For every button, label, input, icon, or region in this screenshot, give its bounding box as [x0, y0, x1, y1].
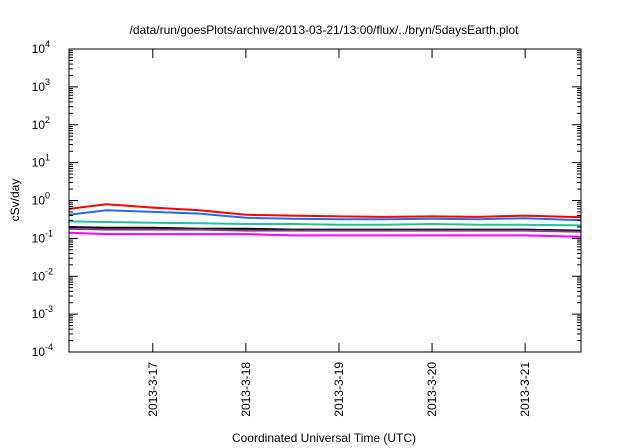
y-tick-label: 10: [32, 194, 46, 208]
y-tick-label: 10: [32, 307, 46, 321]
x-axis: 2013-3-17 2013-3-18 2013-3-19 2013-3-20 2013…: [146, 49, 532, 417]
x-tick-label: 2013-3-17: [146, 362, 160, 417]
y-tick-exponent: 1: [45, 153, 50, 163]
y-axis-label: cSv/day: [8, 179, 22, 222]
y-tick-exponent: -1: [45, 228, 53, 238]
y-tick-exponent: -3: [45, 304, 53, 314]
y-tick-label: 10: [32, 231, 46, 245]
x-axis-label: Coordinated Universal Time (UTC): [232, 431, 416, 445]
series-line-3: [68, 220, 582, 227]
y-tick-label: 10: [32, 269, 46, 283]
series-line-2: [68, 209, 582, 222]
y-tick-exponent: -4: [45, 342, 53, 352]
series-line-5: [68, 227, 582, 233]
y-tick-label: 10: [32, 80, 46, 94]
chart-title: /data/run/goesPlots/archive/2013-03-21/1…: [130, 23, 520, 37]
x-tick-label: 2013-3-21: [518, 362, 532, 417]
series-line-6: [68, 231, 582, 238]
y-tick-exponent: 2: [45, 115, 50, 125]
y-tick-label: 10: [32, 118, 46, 132]
x-tick-label: 2013-3-19: [332, 362, 346, 417]
y-tick-exponent: 4: [45, 39, 50, 49]
y-tick-label: 10: [32, 156, 46, 170]
series-line-1: [68, 203, 582, 219]
y-tick-label: 10: [32, 345, 46, 359]
x-tick-label: 2013-3-20: [425, 362, 439, 417]
plot-frame: [68, 48, 582, 353]
y-tick-exponent: -2: [45, 266, 53, 276]
x-tick-label: 2013-3-18: [239, 362, 253, 417]
y-tick-exponent: 3: [45, 77, 50, 87]
y-tick-exponent: 0: [45, 191, 50, 201]
y-tick-label: 10: [32, 42, 46, 56]
series-layer: [68, 203, 582, 238]
